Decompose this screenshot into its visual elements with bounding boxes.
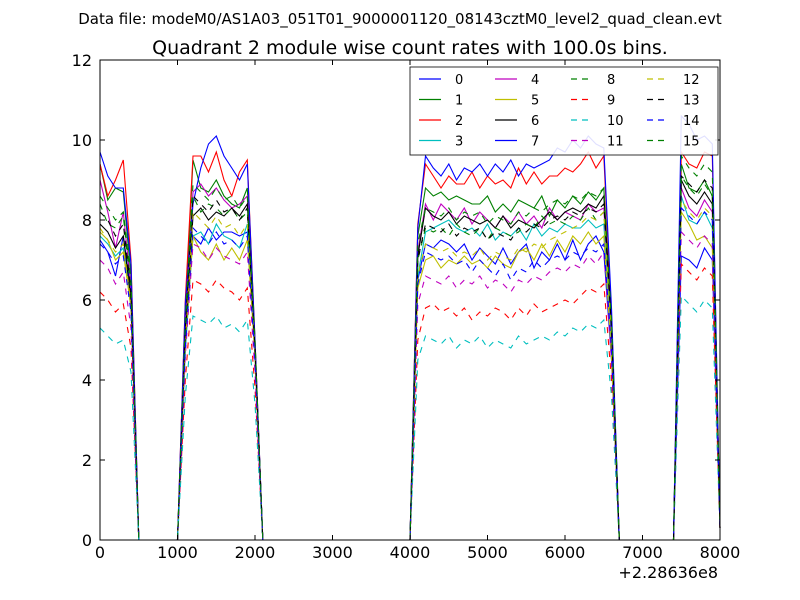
legend-box — [409, 66, 719, 156]
y-tick-label: 8 — [82, 211, 92, 230]
x-tick-label: 3000 — [312, 543, 353, 562]
x-tick-label: 6000 — [545, 543, 586, 562]
y-tick-label: 12 — [72, 51, 92, 70]
y-tick-label: 10 — [72, 131, 92, 150]
series-line-11 — [99, 230, 721, 541]
legend-label-9: 9 — [607, 94, 615, 109]
x-tick-label: 4000 — [390, 543, 431, 562]
x-tick-label: 5000 — [467, 543, 508, 562]
series-line-14 — [99, 206, 721, 541]
axes-layer: 0 1000 2000 3000 4000 5000 6000 7000 80000246810… — [72, 51, 741, 562]
legend-label-13: 13 — [683, 94, 700, 109]
x-tick-label: 0 — [95, 543, 105, 562]
legend-label-10: 10 — [607, 114, 624, 129]
legend-label-14: 14 — [683, 114, 700, 129]
legend-label-11: 11 — [607, 135, 624, 150]
y-tick-label: 0 — [82, 531, 92, 550]
x-tick-label: 2000 — [235, 543, 276, 562]
x-tick-label: 7000 — [622, 543, 663, 562]
legend-label-0: 0 — [455, 73, 463, 88]
x-tick-label: 8000 — [700, 543, 741, 562]
legend-label-7: 7 — [531, 135, 539, 150]
legend-label-5: 5 — [531, 94, 539, 109]
chart-title: Quadrant 2 module wise count rates with … — [152, 37, 668, 59]
x-tick-label: 1000 — [157, 543, 198, 562]
legend-label-12: 12 — [683, 73, 700, 88]
legend-label-8: 8 — [607, 73, 615, 88]
y-tick-label: 4 — [82, 371, 92, 390]
suptitle: Data file: modeM0/AS1A03_051T01_90000011… — [78, 10, 722, 29]
y-tick-label: 2 — [82, 451, 92, 470]
legend-label-4: 4 — [531, 73, 539, 88]
x-offset-label: +2.28636e8 — [618, 563, 718, 582]
legend-label-2: 2 — [455, 114, 463, 129]
legend-label-6: 6 — [531, 114, 539, 129]
y-tick-label: 6 — [82, 291, 92, 310]
legend-label-15: 15 — [683, 135, 700, 150]
legend-label-1: 1 — [455, 94, 463, 109]
legend-label-3: 3 — [455, 135, 463, 150]
